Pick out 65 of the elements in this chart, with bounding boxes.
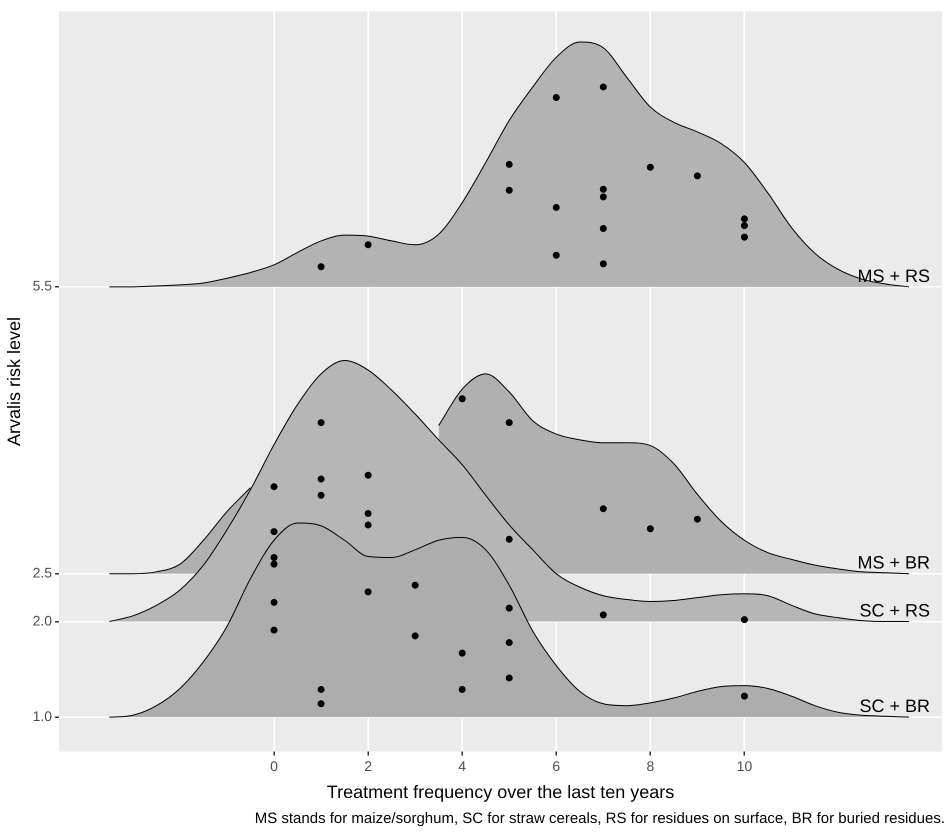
y-axis-title: Arvalis risk level [4,316,24,446]
point [364,472,372,479]
x-tick-label: 6 [552,758,560,774]
x-tick-label: 2 [364,758,372,774]
point [318,419,325,426]
series-label: SC + RS [859,600,930,621]
y-tick-label: 2.5 [32,564,52,581]
point [646,164,654,171]
point [646,525,654,532]
point [506,419,513,426]
point [364,510,372,517]
point [694,172,701,180]
y-tick-label: 1.0 [32,708,52,724]
point [270,528,278,536]
point [458,686,466,693]
point [506,604,513,612]
point [600,186,607,193]
point [552,94,560,101]
point [506,639,513,646]
point [506,160,513,168]
point [552,204,560,211]
point [318,700,325,708]
x-tick-label: 10 [736,758,752,774]
x-tick-label: 4 [458,758,466,774]
point [740,234,748,241]
x-axis-title: Treatment frequency over the last ten years [326,782,674,802]
point [270,560,278,568]
point [506,186,513,194]
point [694,516,701,523]
point [552,252,560,259]
point [600,260,607,268]
point [740,692,748,700]
point [600,193,607,200]
point [600,83,607,90]
point [740,222,748,230]
point [364,241,372,248]
point [412,582,419,589]
point [318,492,325,499]
y-tick-label: 2.0 [32,612,52,628]
point [270,598,278,606]
point [458,650,466,657]
point [318,686,325,693]
point [506,674,513,682]
point [364,588,372,596]
point [364,521,372,528]
point [412,632,419,640]
series-label: MS + RS [857,266,930,286]
point [270,626,278,634]
point [600,505,607,512]
point [318,263,325,270]
y-tick-label: 5.5 [32,278,52,294]
series-label: SC + BR [859,696,930,716]
point [270,554,278,561]
x-tick-label: 8 [646,758,654,774]
point [600,611,607,618]
point [600,224,607,232]
series-label: MS + BR [857,552,930,573]
point [506,536,513,543]
text: MS stands for maize/sorghum, SC for straw cereals, RS for residues on surface, BR for buried residues. [254,810,945,827]
point [740,616,748,624]
point [270,483,278,490]
x-tick-label: 0 [270,758,278,774]
point [740,215,748,222]
point [318,476,325,483]
point [458,395,466,402]
